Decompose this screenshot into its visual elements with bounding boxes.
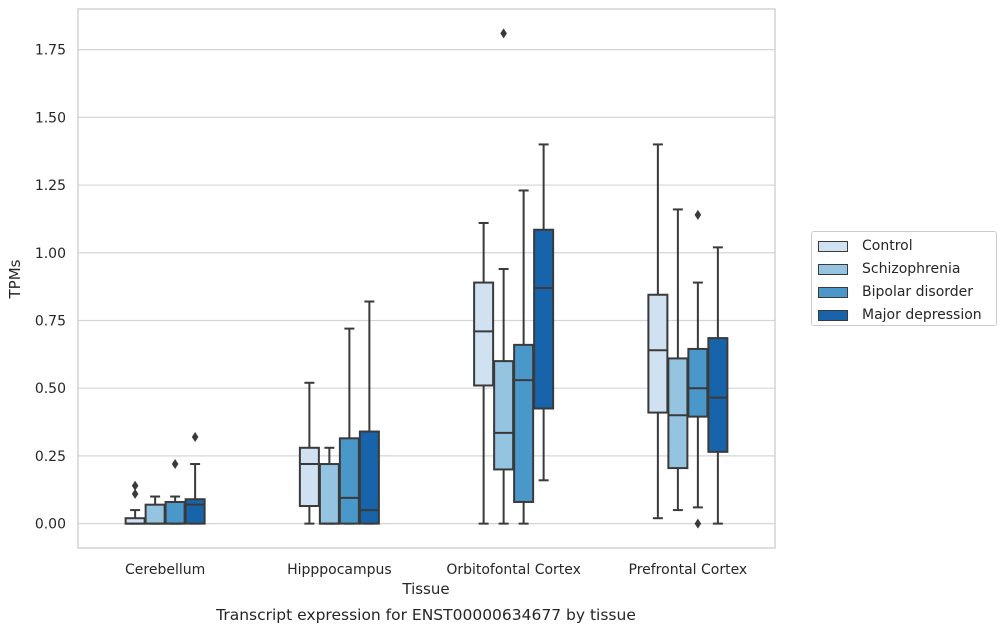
box-3-0 — [647, 143, 669, 520]
x-tick-label: Hipppocampus — [287, 562, 392, 578]
legend-swatch — [818, 286, 848, 298]
outlier-point — [131, 480, 139, 491]
box-0-2 — [164, 459, 186, 525]
outlier-point — [171, 459, 179, 470]
box-3-3 — [707, 246, 729, 525]
legend: Control Schizophrenia Bipolar disorder M… — [811, 231, 997, 326]
outlier-point — [694, 209, 702, 220]
legend-item-control: Control — [818, 237, 913, 255]
y-tick-label: 0.25 — [35, 449, 66, 465]
legend-label: Bipolar disorder — [862, 284, 974, 300]
y-tick-label: 0.75 — [35, 313, 66, 329]
outlier-point — [694, 518, 702, 529]
iqr-box — [667, 357, 689, 470]
iqr-box — [687, 347, 709, 418]
x-axis-label: Tissue — [401, 580, 449, 598]
boxes — [124, 28, 729, 529]
box-3-2 — [687, 209, 709, 529]
x-tick-label: Orbitofontal Cortex — [446, 562, 581, 578]
iqr-box — [144, 503, 166, 525]
y-tick-label: 0.50 — [35, 381, 66, 397]
legend-item-major-depression: Major depression — [818, 306, 982, 324]
box-3-1 — [667, 208, 689, 512]
iqr-box — [647, 293, 669, 414]
iqr-box — [318, 463, 340, 525]
legend-label: Schizophrenia — [862, 261, 961, 277]
iqr-box — [184, 498, 206, 525]
box-0-3 — [184, 431, 206, 525]
iqr-box — [473, 281, 495, 387]
iqr-box — [298, 446, 320, 508]
y-axis-label: TPMs — [6, 259, 24, 299]
outlier-point — [131, 488, 139, 499]
iqr-box — [493, 360, 515, 471]
box-2-3 — [533, 143, 555, 482]
y-tick-label: 1.00 — [35, 246, 66, 262]
iqr-box — [338, 437, 360, 525]
y-tick-label: 1.75 — [35, 43, 66, 59]
box-0-0 — [124, 480, 146, 525]
outlier-point — [191, 431, 199, 442]
legend-label: Major depression — [862, 307, 982, 323]
box-2-2 — [513, 189, 535, 525]
legend-item-bipolar-disorder: Bipolar disorder — [818, 283, 973, 301]
gridlines — [78, 49, 775, 525]
box-2-1 — [493, 28, 515, 525]
chart-caption: Transcript expression for ENST0000063467… — [216, 606, 636, 624]
box-1-1 — [318, 446, 340, 525]
legend-swatch — [818, 309, 848, 321]
box-0-1 — [144, 495, 166, 525]
iqr-box — [707, 337, 729, 453]
y-tick-label: 1.50 — [35, 110, 66, 126]
y-tick-label: 0.00 — [35, 517, 66, 533]
legend-item-schizophrenia: Schizophrenia — [818, 260, 960, 278]
x-tick-label: Prefrontal Cortex — [629, 562, 748, 578]
outlier-point — [500, 28, 507, 39]
legend-swatch — [818, 240, 848, 252]
box-1-2 — [338, 327, 360, 525]
box-1-0 — [298, 381, 320, 525]
legend-label: Control — [862, 238, 913, 254]
iqr-box — [358, 430, 380, 525]
plot-frame — [77, 8, 776, 549]
box-1-3 — [358, 300, 380, 525]
iqr-box — [513, 343, 535, 503]
y-tick-labels: 0.00 0.25 0.50 0.75 1.00 1.25 1.50 1.75 — [35, 43, 66, 533]
iqr-box — [533, 228, 555, 410]
y-tick-label: 1.25 — [35, 178, 66, 194]
x-tick-labels: Cerebellum Hipppocampus Orbitofontal Corte… — [125, 562, 747, 578]
iqr-box — [164, 500, 186, 525]
legend-swatch — [818, 263, 848, 275]
x-tick-label: Cerebellum — [125, 562, 205, 578]
box-2-0 — [473, 221, 495, 525]
